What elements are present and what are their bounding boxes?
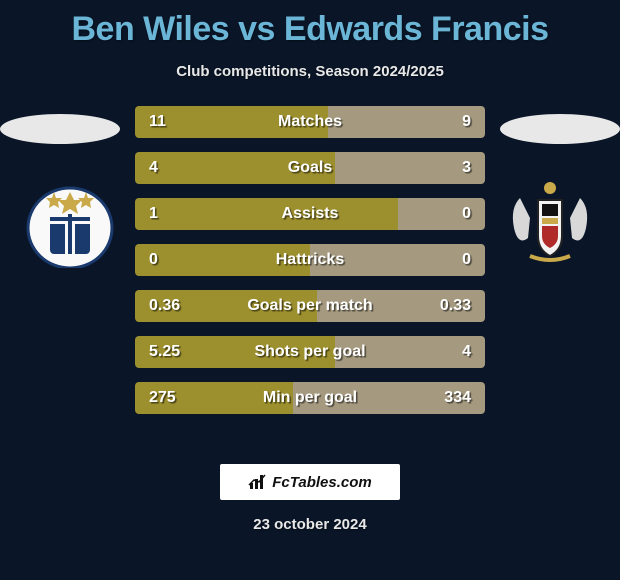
stat-row: 00Hattricks	[135, 244, 485, 276]
brand-label: FcTables.com	[272, 474, 371, 491]
crest-right	[500, 178, 600, 268]
stat-label: Assists	[135, 205, 485, 223]
shadow-oval-left	[0, 114, 120, 144]
page-title: Ben Wiles vs Edwards Francis	[0, 0, 620, 49]
stat-label: Goals	[135, 159, 485, 177]
brand-box: FcTables.com	[220, 464, 400, 500]
stat-row: 119Matches	[135, 106, 485, 138]
shadow-oval-right	[500, 114, 620, 144]
exeter-crest-icon	[500, 178, 600, 268]
stat-bars: 119Matches 43Goals 10Assists 00Hattricks 0.3…	[135, 106, 485, 428]
huddersfield-crest-icon	[20, 178, 120, 268]
stat-row: 275334Min per goal	[135, 382, 485, 414]
stat-row: 10Assists	[135, 198, 485, 230]
stat-label: Hattricks	[135, 251, 485, 269]
chart-icon	[248, 473, 268, 491]
stat-label: Shots per goal	[135, 343, 485, 361]
date-label: 23 october 2024	[0, 516, 620, 533]
stat-row: 5.254Shots per goal	[135, 336, 485, 368]
stat-label: Goals per match	[135, 297, 485, 315]
comparison-stage: 119Matches 43Goals 10Assists 00Hattricks 0.3…	[0, 100, 620, 440]
stat-row: 0.360.33Goals per match	[135, 290, 485, 322]
stat-row: 43Goals	[135, 152, 485, 184]
stat-label: Min per goal	[135, 389, 485, 407]
subtitle: Club competitions, Season 2024/2025	[0, 63, 620, 80]
stat-label: Matches	[135, 113, 485, 131]
crest-left	[20, 178, 120, 268]
